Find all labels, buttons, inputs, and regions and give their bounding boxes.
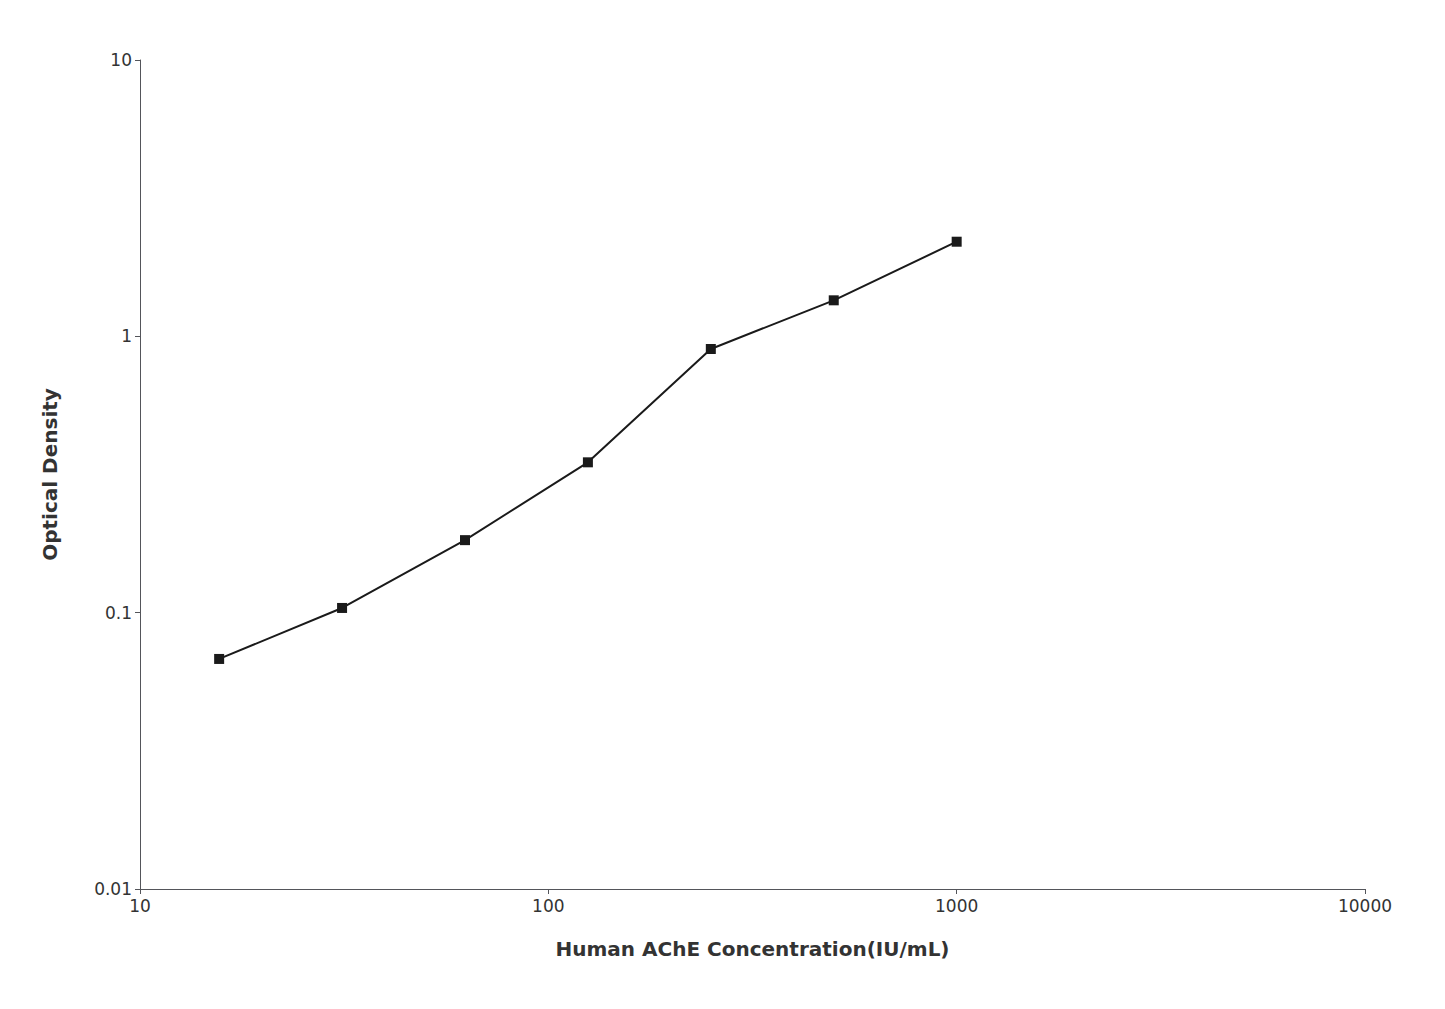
svg-text:Optical Density: Optical Density xyxy=(38,388,62,561)
svg-text:0.1: 0.1 xyxy=(105,603,132,623)
svg-text:10: 10 xyxy=(110,50,132,70)
svg-text:10000: 10000 xyxy=(1338,896,1392,916)
svg-text:1: 1 xyxy=(121,326,132,346)
svg-text:100: 100 xyxy=(532,896,564,916)
svg-text:1000: 1000 xyxy=(935,896,978,916)
svg-text:10: 10 xyxy=(129,896,151,916)
svg-text:Human AChE Concentration(IU/mL: Human AChE Concentration(IU/mL) xyxy=(555,937,949,961)
svg-text:0.01: 0.01 xyxy=(94,879,132,899)
